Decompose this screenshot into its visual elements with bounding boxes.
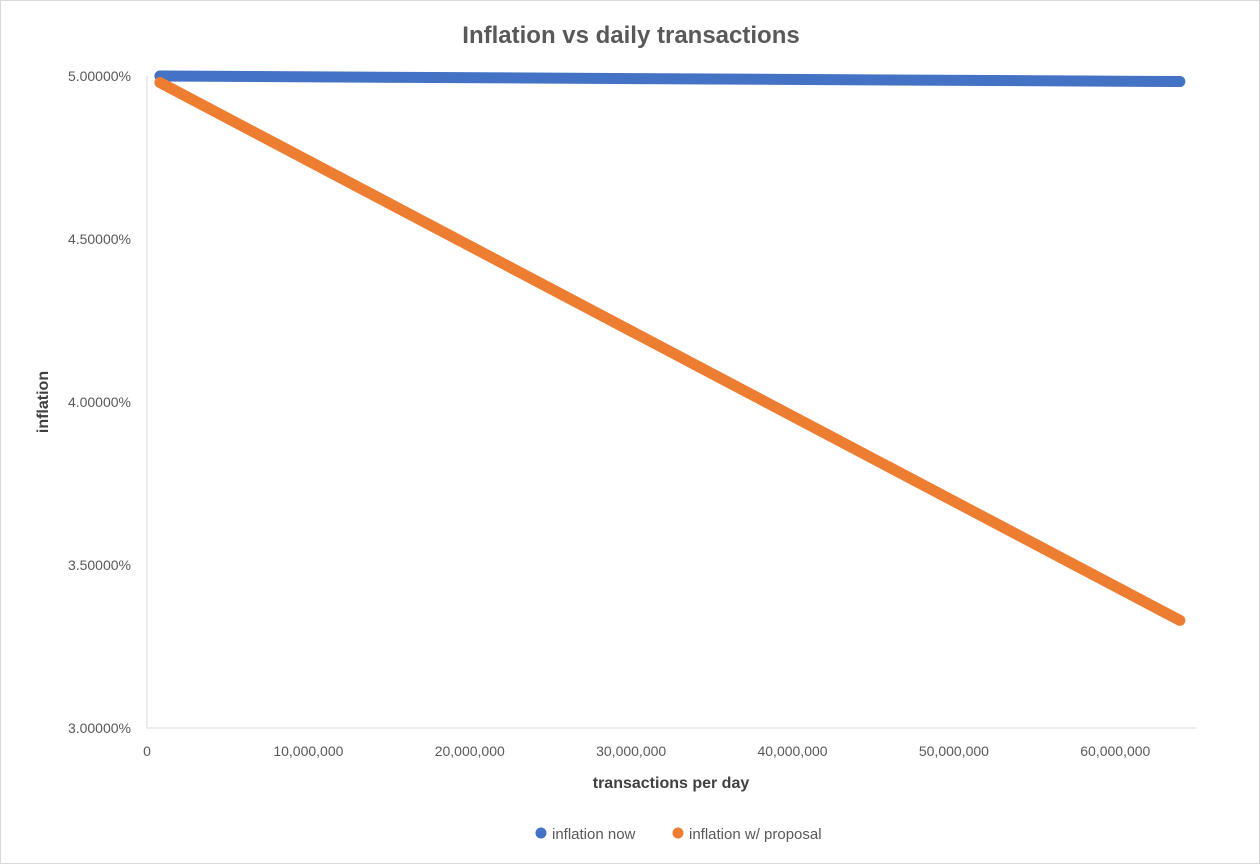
legend: inflation now inflation w/ proposal bbox=[535, 826, 822, 843]
legend-marker bbox=[672, 827, 684, 839]
y-axis-title: inflation bbox=[35, 371, 52, 433]
x-tick-label: 30,000,000 bbox=[596, 743, 666, 759]
legend-marker bbox=[535, 827, 547, 839]
x-axis-ticks: 0 10,000,000 20,000,000 30,000,000 40,000,00… bbox=[143, 743, 1150, 759]
y-tick-label: 5.00000% bbox=[68, 68, 131, 84]
y-tick-label: 4.50000% bbox=[68, 231, 131, 247]
x-tick-label: 50,000,000 bbox=[919, 743, 989, 759]
x-tick-label: 20,000,000 bbox=[435, 743, 505, 759]
series-line-2 bbox=[154, 77, 1186, 626]
x-tick-label: 60,000,000 bbox=[1080, 743, 1150, 759]
y-tick-label: 3.00000% bbox=[68, 720, 131, 736]
y-axis-ticks: 3.00000% 3.50000% 4.00000% 4.50000% 5.00000% bbox=[68, 68, 131, 736]
chart-title: Inflation vs daily transactions bbox=[462, 22, 799, 49]
x-tick-label: 40,000,000 bbox=[757, 743, 827, 759]
legend-label: inflation w/ proposal bbox=[689, 826, 822, 843]
x-axis-title: transactions per day bbox=[593, 775, 750, 792]
y-tick-label: 3.50000% bbox=[68, 557, 131, 573]
legend-label: inflation now bbox=[552, 826, 636, 843]
series-layer bbox=[154, 70, 1186, 626]
x-tick-label: 0 bbox=[143, 743, 151, 759]
x-tick-label: 10,000,000 bbox=[273, 743, 343, 759]
series-line-1 bbox=[154, 70, 1186, 88]
y-tick-label: 4.00000% bbox=[68, 394, 131, 410]
